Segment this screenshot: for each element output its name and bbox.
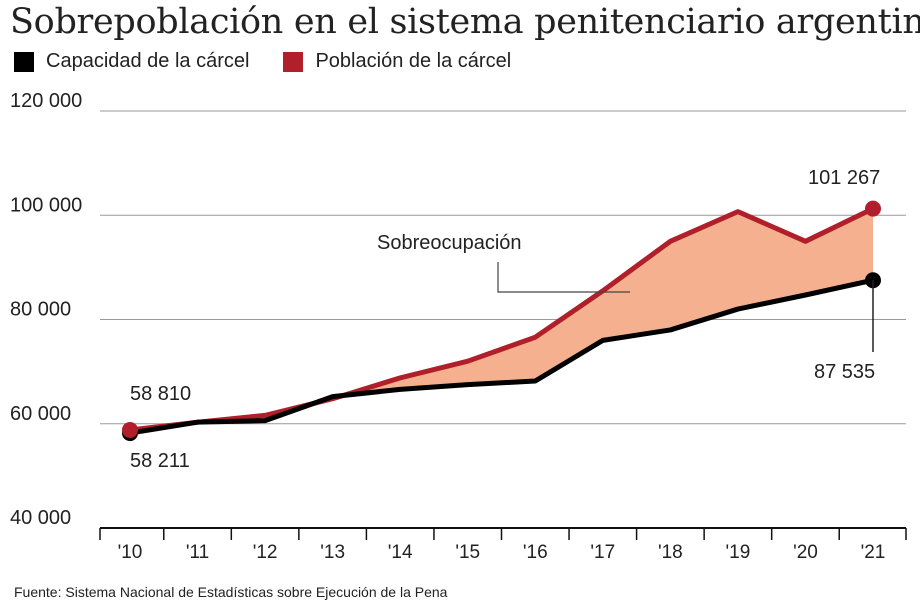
chart-title: Sobrepoblación en el sistema penitenciar… (10, 2, 920, 42)
y-tick-label: 60 000 (10, 403, 71, 425)
source-note: Fuente: Sistema Nacional de Estadísticas… (14, 584, 448, 600)
y-tick-label: 100 000 (10, 194, 82, 216)
label-end-population: 101 267 (808, 167, 880, 189)
x-tick-label: '16 (523, 542, 548, 563)
series-line-capacity (127, 277, 876, 436)
series-line-population (127, 206, 876, 433)
label-end-capacity: 87 535 (814, 361, 875, 383)
legend-label-population: Población de la cárcel (315, 50, 512, 72)
y-tick-label: 80 000 (10, 299, 71, 321)
x-tick-label: '18 (658, 542, 683, 563)
x-tick-label: '19 (726, 542, 751, 563)
x-tick-label: '20 (793, 542, 818, 563)
legend-item-population: Población de la cárcel (283, 50, 511, 73)
label-start-population: 58 810 (130, 383, 191, 405)
x-tick-label: '11 (186, 542, 209, 563)
x-tick-label: '10 (118, 542, 143, 563)
point-population-end (865, 200, 881, 217)
legend-swatch-capacity (14, 51, 34, 72)
leader-overcrowding (497, 262, 630, 293)
y-tick-label: 120 000 (10, 90, 82, 112)
x-tick-label: '15 (455, 542, 480, 563)
x-tick-label: '12 (253, 542, 278, 563)
point-population-start (122, 421, 138, 438)
overcrowding-area (130, 208, 873, 434)
legend-item-capacity: Capacidad de la cárcel (14, 50, 249, 73)
legend-label-capacity: Capacidad de la cárcel (46, 50, 250, 72)
line-chart: 120 000 100 000 80 000 60 000 40 000 58 810 5… (10, 90, 907, 563)
legend-swatch-population (283, 51, 304, 72)
x-tick-label: '21 (861, 542, 886, 563)
y-tick-label: 40 000 (10, 507, 71, 529)
x-tick-label: '17 (590, 542, 615, 563)
x-tick-label: '13 (320, 542, 345, 563)
x-tick-label: '14 (388, 542, 413, 563)
legend: Capacidad de la cárcel Población de la c… (14, 50, 545, 73)
label-start-capacity: 58 211 (130, 450, 190, 472)
label-overcrowding: Sobreocupación (377, 232, 522, 254)
